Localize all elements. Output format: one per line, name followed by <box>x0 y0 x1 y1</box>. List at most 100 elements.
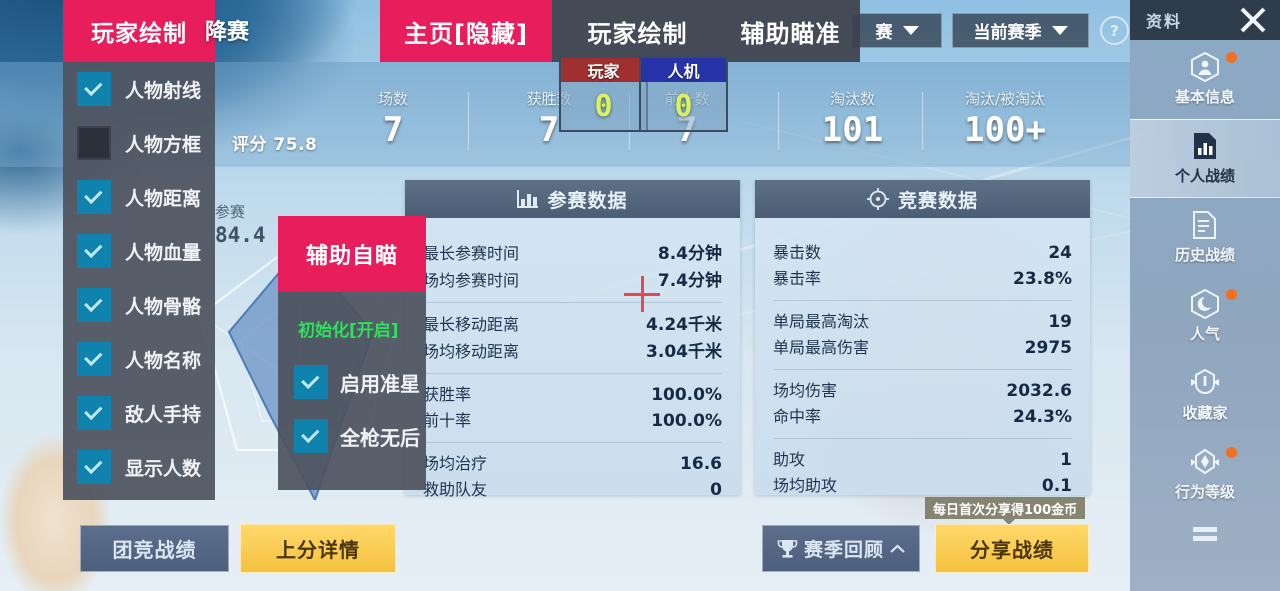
row-key: 单局最高淘汰 <box>773 312 870 331</box>
row-value: 8.4分钟 <box>657 244 722 264</box>
radar-metric-value: 84.4 <box>215 222 266 247</box>
checkbox-icon[interactable] <box>77 234 111 268</box>
row-value: 19 <box>1048 312 1072 332</box>
overlay-tab-label: 玩家绘制 <box>587 19 688 48</box>
stat-matches: 场数 7 <box>343 88 443 147</box>
checkbox-icon[interactable] <box>77 396 111 430</box>
team-record-button[interactable]: 团竞战绩 <box>80 525 229 572</box>
season-review-label: 赛季回顾 <box>803 539 884 561</box>
sidebar-item-history-record[interactable]: 历史战绩 <box>1130 198 1280 277</box>
player-draw-menu: 玩家绘制 人物射线 人物方框 人物距离 人物血量 人物骨骼 人物名称 敌人手持 … <box>63 0 215 500</box>
draw-option-name[interactable]: 人物名称 <box>63 332 215 386</box>
panel-title: 竞赛数据 <box>897 189 978 212</box>
stat-label: 淘汰/被淘汰 <box>964 90 1046 108</box>
counter-bot-label: 人机 <box>641 58 726 82</box>
sidebar-item-basic-info[interactable]: 基本信息 <box>1130 40 1280 119</box>
row-value: 2975 <box>1024 338 1072 358</box>
data-row: 助攻 1 <box>773 445 1072 471</box>
stat-label: 场数 <box>377 90 408 108</box>
mode-dropdown[interactable]: 赛 <box>852 13 942 48</box>
row-group: 场均伤害 2032.6 命中率 24.3% <box>773 370 1072 439</box>
checkbox-icon[interactable] <box>77 72 111 106</box>
panel-title: 参赛数据 <box>547 189 628 212</box>
season-review-button[interactable]: 赛季回顾 <box>762 525 920 572</box>
row-key: 命中率 <box>773 407 822 426</box>
checkbox-icon[interactable] <box>77 180 111 214</box>
sidebar-item-popularity[interactable]: 人气 <box>1130 277 1280 356</box>
notification-badge <box>1226 289 1237 300</box>
panel-header: 竞赛数据 <box>755 180 1090 218</box>
row-key: 助攻 <box>773 450 806 469</box>
chevron-down-icon <box>902 26 919 35</box>
draw-option-skeleton[interactable]: 人物骨骼 <box>63 278 215 332</box>
stat-value: 100+ <box>964 110 1046 150</box>
row-value: 1 <box>1060 450 1072 470</box>
popularity-icon <box>1191 289 1219 319</box>
share-record-button[interactable]: 分享战绩 <box>935 524 1089 573</box>
sidebar-item-personal-record[interactable]: 个人战绩 <box>1130 119 1280 198</box>
row-key: 场均助攻 <box>773 476 838 495</box>
rank-detail-button[interactable]: 上分详情 <box>240 524 396 573</box>
aim-option-crosshair[interactable]: 启用准星 <box>278 355 426 409</box>
row-key: 暴击率 <box>773 269 822 288</box>
row-group: 最长移动距离 4.24千米 场均移动距离 3.04千米 <box>423 303 722 374</box>
row-key: 暴击数 <box>773 243 822 262</box>
panel-match-data: 参赛数据 最长参赛时间 8.4分钟 场均参赛时间 7.4分钟 最长移动距离 4.… <box>405 180 740 500</box>
data-row: 场均伤害 2032.6 <box>773 376 1072 402</box>
more-menu-bars <box>1193 527 1217 541</box>
checkbox-icon[interactable] <box>77 288 111 322</box>
checkbox-icon[interactable] <box>77 342 111 376</box>
sidebar-item-label: 历史战绩 <box>1174 246 1235 264</box>
data-row: 单局最高伤害 2975 <box>773 333 1072 359</box>
row-key: 场均参赛时间 <box>423 271 520 290</box>
occluded-mode-tab[interactable]: 降赛 <box>205 20 250 45</box>
row-key: 单局最高伤害 <box>773 338 870 357</box>
row-value: 0 <box>710 480 722 500</box>
draw-option-enemy-weapon[interactable]: 敌人手持 <box>63 386 215 440</box>
draw-option-label: 人物血量 <box>125 241 202 264</box>
aim-assist-menu: 辅助自瞄 初始化[开启] 启用准星 全枪无后 <box>278 216 426 490</box>
row-value: 16.6 <box>680 454 722 474</box>
checkbox-icon[interactable] <box>77 450 111 484</box>
checkbox-icon[interactable] <box>77 126 111 160</box>
draw-option-player-count[interactable]: 显示人数 <box>63 440 215 494</box>
panel-combat-data: 竞赛数据 暴击数 24 暴击率 23.8% 单局最高淘汰 19 单局最高伤害 2… <box>755 180 1090 496</box>
behavior-icon <box>1191 448 1219 475</box>
draw-option-ray[interactable]: 人物射线 <box>63 62 215 116</box>
row-group: 最长参赛时间 8.4分钟 场均参赛时间 7.4分钟 <box>423 232 722 303</box>
row-group: 场均治疗 16.6 救助队友 0 <box>423 443 722 511</box>
sidebar-item-collector[interactable]: 收藏家 <box>1130 356 1280 435</box>
checkbox-icon[interactable] <box>294 365 328 399</box>
help-icon[interactable]: ? <box>1100 16 1129 45</box>
aim-option-no-recoil[interactable]: 全枪无后 <box>278 409 426 463</box>
overlay-tab-label: 辅助瞄准 <box>740 19 841 48</box>
more-menu-icon[interactable] <box>1130 514 1280 554</box>
close-x-icon[interactable] <box>1238 5 1268 35</box>
data-row: 场均参赛时间 7.4分钟 <box>423 265 722 292</box>
row-value: 3.04千米 <box>646 342 722 362</box>
counter-player-label: 玩家 <box>561 58 646 82</box>
aim-assist-menu-title: 辅助自瞄 <box>278 216 426 292</box>
row-key: 救助队友 <box>423 480 488 499</box>
counter-player: 玩家 0 <box>559 56 648 132</box>
overlay-tab-home[interactable]: 主页[隐藏] <box>380 0 552 62</box>
data-row: 前十率 100.0% <box>423 406 722 432</box>
stat-divider <box>468 92 469 150</box>
season-dropdown-label: 当前赛季 <box>973 23 1042 43</box>
mode-dropdown-label: 赛 <box>875 23 893 43</box>
overlay-tab-aim-assist[interactable]: 辅助瞄准 <box>718 0 863 62</box>
panel-rows: 最长参赛时间 8.4分钟 场均参赛时间 7.4分钟 最长移动距离 4.24千米 … <box>405 218 740 511</box>
share-tooltip-text: 每日首次分享得100金币 <box>933 502 1078 518</box>
season-dropdown[interactable]: 当前赛季 <box>952 13 1089 48</box>
draw-option-distance[interactable]: 人物距离 <box>63 170 215 224</box>
draw-option-health[interactable]: 人物血量 <box>63 224 215 278</box>
aim-option-label: 全枪无后 <box>340 425 420 450</box>
overlay-tab-label: 主页[隐藏] <box>404 19 528 48</box>
data-row: 场均移动距离 3.04千米 <box>423 336 722 363</box>
draw-option-box[interactable]: 人物方框 <box>63 116 215 170</box>
row-key: 最长移动距离 <box>423 315 520 334</box>
checkbox-icon[interactable] <box>294 419 328 453</box>
sidebar-item-label: 行为等级 <box>1174 483 1235 501</box>
overlay-tab-player-draw[interactable]: 玩家绘制 <box>560 0 715 62</box>
sidebar-item-behavior-level[interactable]: 行为等级 <box>1130 435 1280 514</box>
